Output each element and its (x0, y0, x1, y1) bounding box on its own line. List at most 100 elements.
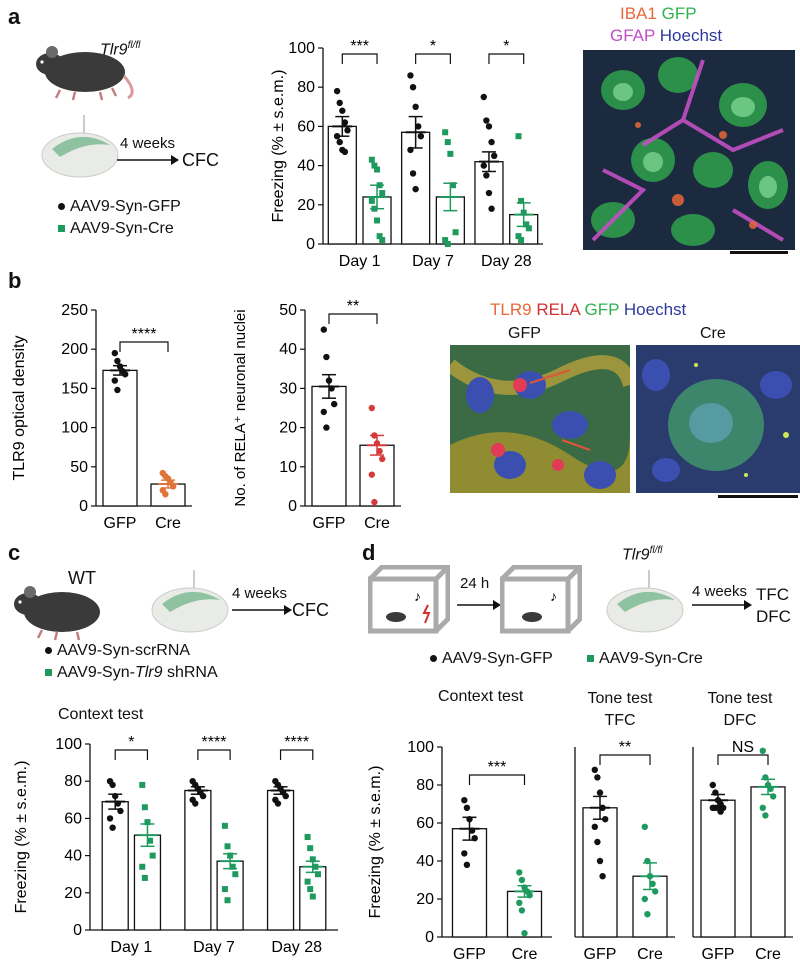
x-tick-label: Cre (512, 946, 538, 963)
arrow-target-c: CFC (292, 600, 329, 620)
x-tick-label: Day 28 (481, 253, 532, 270)
significance-bracket (488, 53, 525, 64)
data-point (333, 87, 341, 95)
data-point (759, 747, 766, 754)
data-point (449, 182, 456, 189)
y-tick-label: 40 (64, 848, 82, 865)
data-point (417, 133, 425, 140)
y-tick-label: 20 (297, 197, 315, 214)
data-point (480, 162, 487, 169)
data-point (596, 789, 604, 796)
data-point (368, 404, 375, 412)
data-point (770, 793, 777, 800)
arrow-label-a: 4 weeks (120, 135, 176, 152)
data-point (274, 800, 282, 807)
legend-item-cre: AAV9-Syn-Cre (587, 650, 703, 667)
y-tick-label: 80 (416, 777, 434, 794)
data-point (712, 789, 719, 796)
chart-b-rela-nuclei: 0 10 20 30 40 50 No. of RELA⁺ neuronal nuclei G… (232, 298, 401, 532)
data-point (644, 857, 651, 865)
chart-d-tone-tfc: GFP ** Cre (574, 739, 675, 963)
bar (451, 828, 488, 938)
data-point (111, 349, 119, 357)
data-point (442, 237, 449, 244)
data-point (368, 156, 375, 163)
genotype-label-d: Tlr9fl/fl (622, 545, 663, 564)
bar (266, 789, 295, 931)
data-point (644, 911, 651, 918)
y-tick-label: 80 (64, 773, 82, 790)
significance-bracket (119, 341, 169, 352)
significance-label: ** (347, 298, 359, 315)
bar (101, 801, 129, 931)
data-point (444, 139, 451, 146)
data-point (463, 804, 471, 811)
data-point (376, 233, 383, 240)
data-point (144, 819, 151, 826)
arrow-target-a: CFC (182, 150, 219, 170)
data-point (224, 897, 231, 904)
data-point (376, 182, 383, 189)
y-axis-label: Freezing (% ± s.e.m.) (367, 766, 384, 919)
chart-d-context-title: Context test (438, 688, 524, 705)
bar (750, 786, 786, 938)
data-point (521, 930, 528, 937)
data-point (112, 792, 119, 800)
data-point (485, 189, 493, 197)
y-tick-label: 60 (416, 815, 434, 832)
data-point (412, 185, 419, 193)
data-point (336, 138, 343, 146)
square-marker-icon (45, 669, 52, 677)
bar (184, 789, 212, 931)
data-point (229, 863, 236, 870)
data-point (523, 221, 530, 228)
data-point (170, 483, 177, 490)
conditioning-box-icon: ♪ (368, 565, 450, 634)
data-point (333, 133, 341, 140)
y-tick-label: 100 (55, 736, 82, 753)
x-tick-label: Day 28 (271, 939, 322, 956)
data-point (596, 857, 604, 865)
arrow-icon (117, 155, 179, 165)
data-point (114, 386, 121, 394)
brain-icon (41, 115, 119, 178)
y-tick-label: 200 (61, 341, 88, 358)
data-point (106, 815, 114, 822)
scale-bar-b (718, 495, 798, 498)
significance-label: NS (732, 739, 754, 756)
data-point (320, 408, 327, 416)
data-point (162, 491, 169, 498)
data-point (379, 237, 386, 244)
chart-b-tlr9-od: 0 50 100 150 200 250 TLR9 optical density GFP **… (11, 302, 192, 532)
significance-label: **** (132, 326, 157, 343)
significance-label: ** (619, 739, 631, 756)
data-point (374, 166, 381, 173)
significance-bracket (341, 53, 378, 64)
scale-bar-a (730, 251, 788, 254)
brain-icon (151, 570, 229, 633)
data-point (444, 241, 451, 247)
data-point (515, 133, 522, 140)
data-point (762, 774, 769, 781)
data-point (407, 146, 414, 154)
data-point (139, 781, 146, 788)
y-tick-label: 40 (279, 341, 297, 358)
y-tick-label: 150 (61, 380, 88, 397)
chart-d-context: 0 20 40 60 80 100 Freezing (% ± s.e.m.) GFP *** C… (367, 739, 552, 963)
significance-bracket (197, 749, 231, 760)
chart-c-context: 0 20 40 60 80 100 Freezing (% ± s.e.m.) Day 1 * D… (13, 734, 338, 956)
micrograph-b-gfp (450, 345, 630, 493)
data-point (591, 766, 598, 773)
data-point (309, 856, 316, 863)
y-tick-label: 0 (306, 236, 315, 253)
data-point (320, 326, 327, 333)
y-tick-label: 10 (279, 459, 297, 476)
data-point (371, 205, 378, 212)
y-tick-label: 100 (407, 739, 434, 756)
legend-a: AAV9-Syn-GFP AAV9-Syn-Cre (58, 196, 181, 240)
y-tick-label: 50 (70, 459, 88, 476)
data-point (192, 800, 199, 807)
x-tick-label: Day 7 (412, 253, 454, 270)
data-point (109, 781, 116, 789)
data-point (341, 119, 349, 126)
